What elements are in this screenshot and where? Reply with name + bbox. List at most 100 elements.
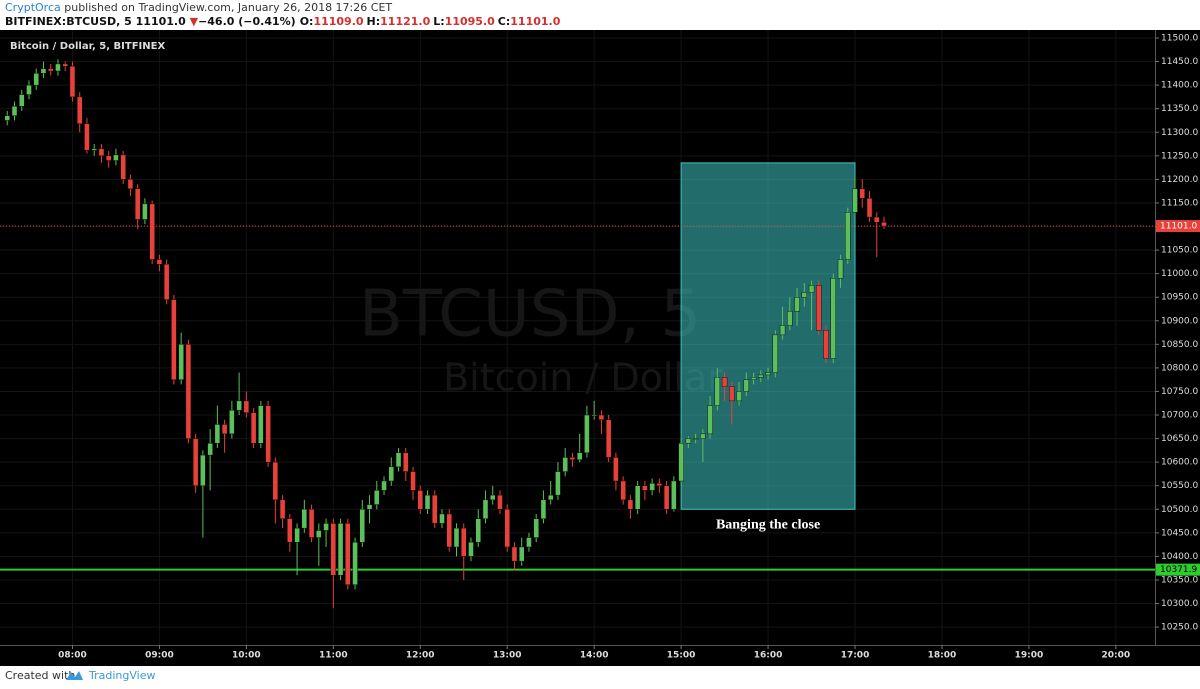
candle-body: [417, 490, 423, 510]
y-tick-label: 10450.0: [1161, 528, 1198, 538]
y-tick-label: 11150.0: [1161, 198, 1198, 208]
header-line-2: BITFINEX:BTCUSD, 5 11101.0 ▼−46.0 (−0.41…: [5, 15, 561, 28]
candle-body: [584, 414, 590, 453]
y-tick-label: 11450.0: [1161, 57, 1198, 67]
candle-body: [221, 424, 228, 435]
candle-body: [330, 523, 337, 576]
y-tick-label: 10600.0: [1161, 458, 1198, 468]
candle-body: [229, 410, 235, 435]
ohlc-label: L:: [433, 15, 444, 28]
candle-body: [55, 63, 61, 72]
candle-body: [178, 344, 184, 380]
candle-body: [453, 527, 460, 548]
candle-body: [62, 63, 68, 67]
y-tick-label: 10950.0: [1161, 293, 1198, 303]
candle-body: [562, 457, 568, 472]
candle-body: [823, 329, 829, 359]
x-tick-label: 13:00: [493, 651, 522, 661]
price-tag: [1156, 220, 1200, 233]
candle-body: [366, 504, 373, 510]
candle-body: [48, 68, 54, 72]
y-tick-label: 10850.0: [1161, 340, 1198, 350]
candle-body: [743, 379, 750, 392]
candle-body: [265, 405, 271, 463]
candle-body: [475, 518, 481, 543]
candle-body: [700, 433, 706, 439]
candle-body: [337, 523, 344, 576]
candle-body: [736, 391, 742, 402]
arrow: ▼: [190, 15, 199, 28]
candle-body: [714, 377, 721, 406]
candle-body: [613, 457, 619, 482]
candle-body: [345, 523, 351, 585]
y-tick-label: 10900.0: [1161, 316, 1198, 326]
candle-body: [403, 452, 409, 472]
y-tick-label: 11500.0: [1161, 34, 1198, 44]
watermark-name: Bitcoin / Dollar: [443, 356, 723, 400]
y-tick-label: 11400.0: [1161, 81, 1198, 91]
candle-body: [134, 188, 141, 220]
candle-body: [287, 518, 293, 543]
candle-body: [866, 198, 873, 218]
candle-body: [359, 509, 365, 543]
candle-body: [830, 278, 836, 359]
x-tick-label: 16:00: [754, 651, 783, 661]
candle-body: [859, 188, 865, 199]
watermark-symbol: BTCUSD, 5: [359, 278, 701, 352]
x-tick-label: 10:00: [232, 651, 261, 661]
candle-body: [729, 386, 735, 402]
candle-body: [605, 419, 612, 458]
candle-body: [794, 297, 800, 312]
candle-body: [395, 452, 402, 468]
y-tick-label: 10300.0: [1161, 599, 1198, 609]
candle-body: [84, 123, 90, 151]
symbol: BITFINEX:BTCUSD, 5: [5, 15, 132, 28]
candle-body: [381, 480, 387, 491]
candle-body: [642, 485, 648, 491]
chart-legend: Bitcoin / Dollar, 5, BITFINEX: [10, 41, 165, 52]
candle-body: [569, 457, 576, 460]
y-tick-label: 10550.0: [1161, 481, 1198, 491]
candle-body: [634, 485, 641, 510]
candle-body: [808, 285, 815, 293]
candle-body: [316, 530, 322, 538]
header-line-1: CryptOrca published on TradingView.com, …: [5, 1, 392, 14]
candle-body: [171, 299, 177, 380]
candle-body: [678, 443, 684, 482]
candle-body: [656, 483, 663, 486]
ohlc-value: 11121.0: [380, 15, 430, 28]
candle-body: [374, 490, 380, 505]
candle-body: [207, 443, 213, 456]
candle-body: [627, 499, 634, 510]
change: −46.0 (−0.41%): [198, 15, 296, 28]
y-tick-label: 10800.0: [1161, 363, 1198, 373]
candle-body: [156, 259, 163, 265]
candle-body: [4, 115, 10, 121]
x-tick-label: 11:00: [319, 651, 348, 661]
candle-body: [163, 264, 170, 300]
candle-body: [11, 106, 18, 116]
candle-body: [40, 68, 47, 74]
y-tick-label: 10500.0: [1161, 505, 1198, 515]
y-tick-label: 10650.0: [1161, 434, 1198, 444]
candle-body: [750, 377, 757, 380]
candle-body: [772, 334, 779, 373]
y-tick-label: 11250.0: [1161, 151, 1198, 161]
candle-body: [439, 513, 445, 524]
chart-bg: [0, 30, 1200, 666]
candle-body: [258, 405, 264, 444]
x-tick-label: 18:00: [928, 651, 957, 661]
footer-brand[interactable]: TradingView: [88, 669, 155, 682]
candle-body: [388, 466, 394, 482]
candle-body: [555, 471, 561, 496]
candle-body: [801, 292, 807, 298]
candle-body: [620, 480, 626, 501]
candle-body: [758, 374, 764, 378]
candle-body: [214, 424, 221, 444]
candle-body: [504, 509, 510, 548]
candle-body: [721, 377, 728, 387]
author[interactable]: CryptOrca: [5, 1, 61, 14]
candle-body: [294, 527, 300, 543]
candle-body: [98, 148, 105, 157]
price-tag-label: 10371.9: [1160, 565, 1197, 575]
